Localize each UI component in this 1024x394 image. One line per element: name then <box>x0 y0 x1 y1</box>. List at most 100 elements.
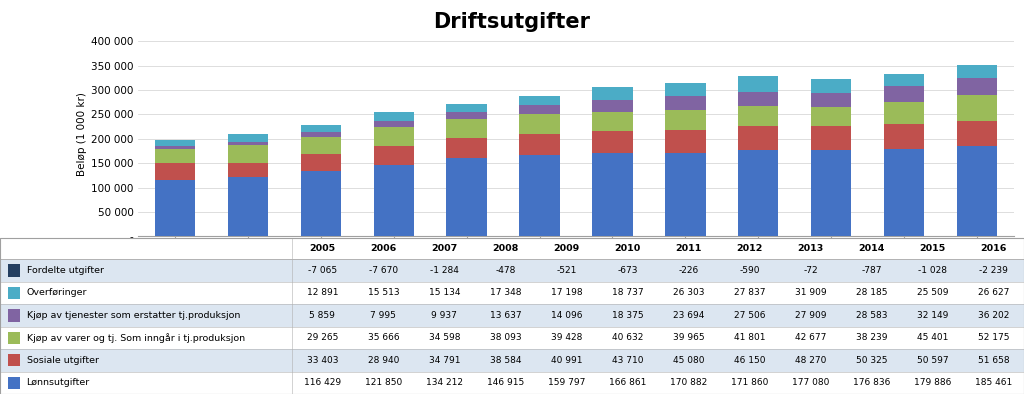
Bar <box>8 377 20 389</box>
Text: 176 836: 176 836 <box>853 378 890 387</box>
Bar <box>885 102 925 124</box>
Text: 2016: 2016 <box>980 244 1007 253</box>
Text: 38 239: 38 239 <box>856 333 887 342</box>
Text: 36 202: 36 202 <box>978 311 1010 320</box>
Bar <box>155 149 195 163</box>
Text: 2012: 2012 <box>736 244 763 253</box>
Bar <box>519 134 559 155</box>
Text: 28 583: 28 583 <box>856 311 887 320</box>
Bar <box>885 149 925 236</box>
Text: 166 861: 166 861 <box>608 378 646 387</box>
Text: 18 375: 18 375 <box>611 311 643 320</box>
Text: 18 737: 18 737 <box>611 288 643 297</box>
Text: -226: -226 <box>678 266 698 275</box>
Text: 2015: 2015 <box>920 244 945 253</box>
Text: 5 859: 5 859 <box>309 311 335 320</box>
Text: 46 150: 46 150 <box>733 356 765 365</box>
Bar <box>374 112 414 121</box>
Bar <box>8 354 20 366</box>
Text: 7 995: 7 995 <box>371 311 396 320</box>
Bar <box>811 150 851 236</box>
Text: 26 303: 26 303 <box>673 288 705 297</box>
Bar <box>811 126 851 150</box>
Bar <box>811 93 851 107</box>
Text: 170 882: 170 882 <box>670 378 707 387</box>
Bar <box>738 106 778 126</box>
Bar <box>155 146 195 149</box>
Bar <box>519 114 559 134</box>
Text: 116 429: 116 429 <box>304 378 341 387</box>
Bar <box>885 124 925 149</box>
Bar <box>738 150 778 236</box>
Text: -7 670: -7 670 <box>369 266 398 275</box>
Text: 50 325: 50 325 <box>856 356 887 365</box>
Bar <box>446 119 486 138</box>
Bar <box>227 163 267 177</box>
Bar <box>666 96 706 110</box>
Bar <box>0 327 1024 349</box>
Bar <box>738 76 778 92</box>
Text: Lønnsutgifter: Lønnsutgifter <box>27 378 90 387</box>
Text: 34 791: 34 791 <box>429 356 460 365</box>
Bar <box>301 236 341 237</box>
Bar <box>738 126 778 150</box>
Text: 2009: 2009 <box>553 244 580 253</box>
Bar <box>155 236 195 240</box>
Bar <box>446 104 486 112</box>
Text: 2014: 2014 <box>858 244 885 253</box>
Bar <box>8 287 20 299</box>
Bar <box>666 130 706 152</box>
Text: 29 265: 29 265 <box>306 333 338 342</box>
Bar <box>227 134 267 141</box>
Text: 23 694: 23 694 <box>673 311 705 320</box>
Y-axis label: Beløp (1 000 kr): Beløp (1 000 kr) <box>77 92 87 176</box>
Text: 28 185: 28 185 <box>856 288 887 297</box>
Bar <box>301 125 341 132</box>
Text: 146 915: 146 915 <box>486 378 524 387</box>
Bar <box>738 92 778 106</box>
Bar <box>8 309 20 322</box>
Text: 17 198: 17 198 <box>551 288 583 297</box>
Bar <box>374 121 414 127</box>
Text: 35 666: 35 666 <box>368 333 399 342</box>
Text: 2013: 2013 <box>798 244 823 253</box>
Text: -590: -590 <box>739 266 760 275</box>
Text: 25 509: 25 509 <box>916 288 948 297</box>
Text: 185 461: 185 461 <box>975 378 1012 387</box>
Bar <box>446 158 486 236</box>
Bar <box>519 96 559 105</box>
Bar <box>0 349 1024 372</box>
Text: 41 801: 41 801 <box>733 333 765 342</box>
Text: 15 513: 15 513 <box>368 288 399 297</box>
Text: 2010: 2010 <box>614 244 641 253</box>
Bar <box>957 95 997 121</box>
Text: 121 850: 121 850 <box>365 378 402 387</box>
Text: -521: -521 <box>556 266 577 275</box>
Bar <box>666 83 706 96</box>
Text: -7 065: -7 065 <box>308 266 337 275</box>
Text: 38 584: 38 584 <box>489 356 521 365</box>
Text: Driftsutgifter: Driftsutgifter <box>433 12 591 32</box>
Bar <box>0 282 1024 304</box>
Text: 14 096: 14 096 <box>551 311 583 320</box>
Bar <box>666 152 706 236</box>
Text: 159 797: 159 797 <box>548 378 585 387</box>
Bar <box>957 78 997 95</box>
Bar <box>811 79 851 93</box>
Text: -673: -673 <box>617 266 638 275</box>
Bar <box>885 74 925 86</box>
Text: 45 080: 45 080 <box>673 356 705 365</box>
Text: 177 080: 177 080 <box>792 378 829 387</box>
Text: 27 837: 27 837 <box>733 288 765 297</box>
Bar <box>519 105 559 114</box>
Text: 2011: 2011 <box>675 244 701 253</box>
Text: 51 658: 51 658 <box>978 356 1010 365</box>
Text: -1 028: -1 028 <box>918 266 947 275</box>
Bar <box>666 110 706 130</box>
Bar <box>593 153 633 236</box>
Text: 9 937: 9 937 <box>431 311 458 320</box>
Bar <box>446 112 486 119</box>
Bar <box>374 146 414 165</box>
Text: 33 403: 33 403 <box>306 356 338 365</box>
Bar <box>155 163 195 180</box>
